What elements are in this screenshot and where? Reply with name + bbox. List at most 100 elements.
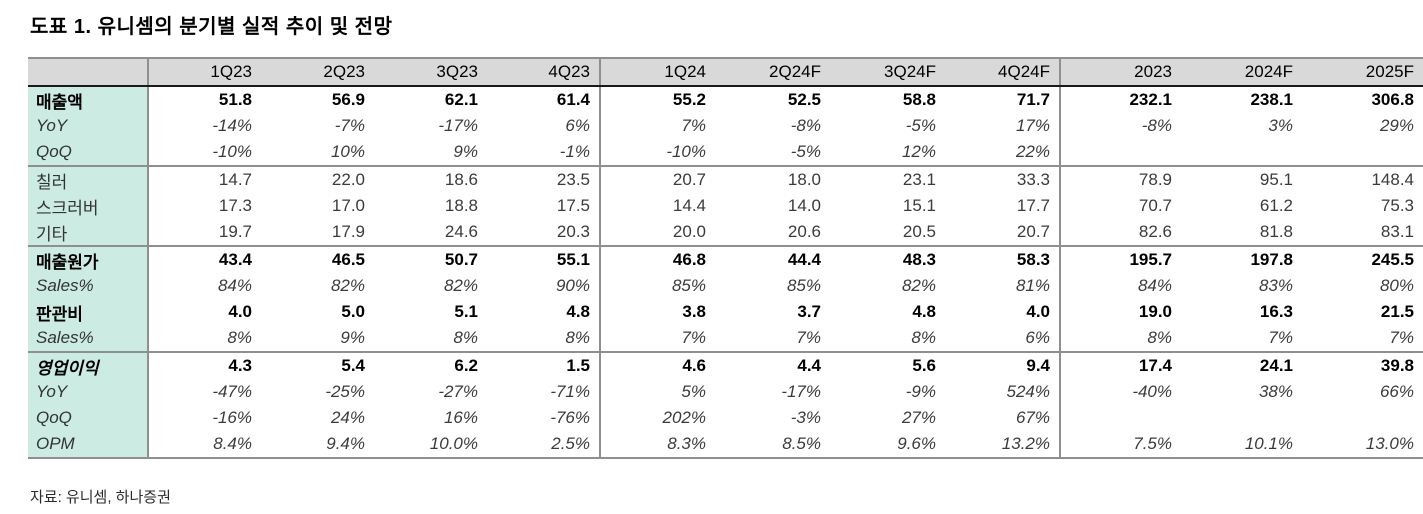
value-cell: 56.9 bbox=[261, 86, 374, 113]
value-cell: 55.2 bbox=[599, 86, 715, 113]
value-cell: 9.4 bbox=[945, 352, 1060, 379]
row-label: Sales% bbox=[28, 273, 148, 299]
value-cell: 5.4 bbox=[261, 352, 374, 379]
value-cell: 18.6 bbox=[374, 166, 487, 193]
value-cell: 24.6 bbox=[374, 219, 487, 247]
value-cell: 4.3 bbox=[147, 352, 261, 379]
value-cell: 7% bbox=[599, 113, 715, 139]
value-cell: 2.5% bbox=[487, 431, 600, 458]
value-cell: -8% bbox=[715, 113, 830, 139]
table-row: QoQ -10% 10% 9% -1% -10% -5% 12% 22% bbox=[28, 139, 1423, 167]
value-cell: 13.0% bbox=[1302, 431, 1423, 458]
row-label: 매출원가 bbox=[28, 246, 148, 273]
value-cell: 13.2% bbox=[945, 431, 1060, 458]
value-cell: 58.8 bbox=[830, 86, 945, 113]
quarterly-results-table: 1Q23 2Q23 3Q23 4Q23 1Q24 2Q24F 3Q24F 4Q24F 2023 2… bbox=[28, 57, 1423, 459]
value-cell: 17.7 bbox=[945, 193, 1060, 219]
column-header: 2024F bbox=[1181, 58, 1302, 87]
value-cell: 23.5 bbox=[487, 166, 600, 193]
table-row: 판관비 4.0 5.0 5.1 4.8 3.8 3.7 4.8 4.0 19.0 16.3 21.5 bbox=[28, 299, 1423, 325]
value-cell: 7% bbox=[1181, 325, 1302, 353]
value-cell: -27% bbox=[374, 379, 487, 405]
value-cell: 10% bbox=[261, 139, 374, 167]
value-cell: 7.5% bbox=[1059, 431, 1181, 458]
value-cell: 14.0 bbox=[715, 193, 830, 219]
value-cell: 81.8 bbox=[1181, 219, 1302, 247]
value-cell: 39.8 bbox=[1302, 352, 1423, 379]
value-cell: 20.5 bbox=[830, 219, 945, 247]
value-cell: 83% bbox=[1181, 273, 1302, 299]
value-cell: -10% bbox=[147, 139, 261, 167]
column-header: 3Q23 bbox=[374, 58, 487, 87]
table-row: YoY -14% -7% -17% 6% 7% -8% -5% 17% -8% 3% 29% bbox=[28, 113, 1423, 139]
value-cell: 82% bbox=[374, 273, 487, 299]
row-label: YoY bbox=[28, 379, 148, 405]
table-row: OPM 8.4% 9.4% 10.0% 2.5% 8.3% 8.5% 9.6% 13.2% 7.5… bbox=[28, 431, 1423, 458]
table-row: 매출액 51.8 56.9 62.1 61.4 55.2 52.5 58.8 71.7 232.1… bbox=[28, 86, 1423, 113]
value-cell bbox=[1302, 405, 1423, 431]
value-cell: 8% bbox=[1059, 325, 1181, 353]
value-cell: 8% bbox=[830, 325, 945, 353]
value-cell: 3.8 bbox=[599, 299, 715, 325]
row-label: OPM bbox=[28, 431, 148, 458]
value-cell: 20.0 bbox=[599, 219, 715, 247]
source-note: 자료: 유니셈, 하나증권 bbox=[30, 489, 171, 506]
value-cell: 195.7 bbox=[1059, 246, 1181, 273]
value-cell: 12% bbox=[830, 139, 945, 167]
header-row: 1Q23 2Q23 3Q23 4Q23 1Q24 2Q24F 3Q24F 4Q24F 2023 2… bbox=[28, 58, 1423, 87]
value-cell: 10.0% bbox=[374, 431, 487, 458]
value-cell: 6.2 bbox=[374, 352, 487, 379]
value-cell bbox=[1302, 139, 1423, 167]
value-cell: 24.1 bbox=[1181, 352, 1302, 379]
value-cell: 46.8 bbox=[599, 246, 715, 273]
value-cell: 16% bbox=[374, 405, 487, 431]
value-cell: 48.3 bbox=[830, 246, 945, 273]
value-cell: -17% bbox=[715, 379, 830, 405]
value-cell: -17% bbox=[374, 113, 487, 139]
value-cell: 8% bbox=[487, 325, 600, 353]
table-row: YoY -47% -25% -27% -71% 5% -17% -9% 524% -40% 38% 6… bbox=[28, 379, 1423, 405]
value-cell: -76% bbox=[487, 405, 600, 431]
value-cell: 5% bbox=[599, 379, 715, 405]
value-cell: 7% bbox=[599, 325, 715, 353]
value-cell: 6% bbox=[945, 325, 1060, 353]
value-cell: 197.8 bbox=[1181, 246, 1302, 273]
value-cell: 1.5 bbox=[487, 352, 600, 379]
value-cell: 66% bbox=[1302, 379, 1423, 405]
value-cell: 8% bbox=[147, 325, 261, 353]
value-cell: 85% bbox=[715, 273, 830, 299]
table-row: 기타 19.7 17.9 24.6 20.3 20.0 20.6 20.5 20.7 82.6 81… bbox=[28, 219, 1423, 247]
value-cell: 17% bbox=[945, 113, 1060, 139]
column-header: 2Q24F bbox=[715, 58, 830, 87]
value-cell: 17.4 bbox=[1059, 352, 1181, 379]
column-header: 3Q24F bbox=[830, 58, 945, 87]
value-cell: 306.8 bbox=[1302, 86, 1423, 113]
value-cell: 17.9 bbox=[261, 219, 374, 247]
value-cell: 5.1 bbox=[374, 299, 487, 325]
value-cell bbox=[1059, 139, 1181, 167]
value-cell: 23.1 bbox=[830, 166, 945, 193]
value-cell: 16.3 bbox=[1181, 299, 1302, 325]
value-cell: -5% bbox=[715, 139, 830, 167]
value-cell: -5% bbox=[830, 113, 945, 139]
column-header: 2025F bbox=[1302, 58, 1423, 87]
value-cell: 18.8 bbox=[374, 193, 487, 219]
row-label: 판관비 bbox=[28, 299, 148, 325]
value-cell: 61.2 bbox=[1181, 193, 1302, 219]
value-cell: 19.0 bbox=[1059, 299, 1181, 325]
row-label: 매출액 bbox=[28, 86, 148, 113]
value-cell: -8% bbox=[1059, 113, 1181, 139]
value-cell: 38% bbox=[1181, 379, 1302, 405]
value-cell: 14.7 bbox=[147, 166, 261, 193]
value-cell: 75.3 bbox=[1302, 193, 1423, 219]
value-cell: 4.4 bbox=[715, 352, 830, 379]
row-label: Sales% bbox=[28, 325, 148, 353]
value-cell: -14% bbox=[147, 113, 261, 139]
value-cell: -1% bbox=[487, 139, 600, 167]
value-cell: 22.0 bbox=[261, 166, 374, 193]
value-cell: 5.0 bbox=[261, 299, 374, 325]
value-cell: 4.0 bbox=[945, 299, 1060, 325]
value-cell: 71.7 bbox=[945, 86, 1060, 113]
value-cell: 14.4 bbox=[599, 193, 715, 219]
